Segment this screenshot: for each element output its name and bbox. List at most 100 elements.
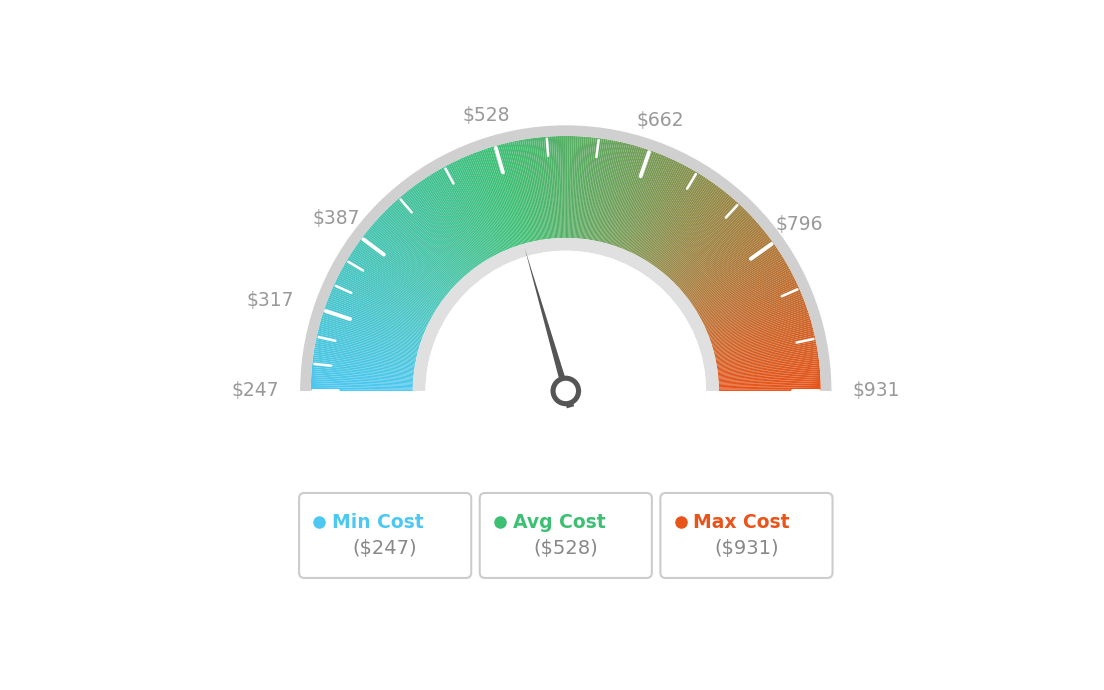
Wedge shape	[317, 335, 416, 359]
Wedge shape	[705, 288, 800, 331]
Wedge shape	[337, 277, 429, 324]
Wedge shape	[518, 140, 539, 241]
Wedge shape	[375, 219, 453, 289]
Wedge shape	[608, 146, 639, 244]
Wedge shape	[348, 257, 435, 312]
Wedge shape	[660, 190, 725, 272]
Wedge shape	[574, 137, 582, 238]
Wedge shape	[594, 141, 616, 241]
Wedge shape	[500, 144, 528, 243]
Wedge shape	[678, 218, 754, 288]
Wedge shape	[614, 149, 648, 246]
Wedge shape	[524, 139, 542, 240]
Wedge shape	[702, 277, 795, 324]
Wedge shape	[631, 161, 678, 253]
Wedge shape	[586, 138, 602, 239]
Wedge shape	[417, 182, 478, 266]
Wedge shape	[619, 152, 658, 248]
Wedge shape	[670, 204, 741, 279]
Wedge shape	[514, 141, 535, 241]
Wedge shape	[692, 248, 778, 306]
Wedge shape	[311, 385, 413, 388]
Wedge shape	[457, 159, 501, 253]
Wedge shape	[694, 253, 782, 309]
Wedge shape	[347, 259, 435, 313]
Wedge shape	[316, 337, 416, 360]
Wedge shape	[361, 238, 444, 300]
Wedge shape	[718, 361, 819, 374]
Wedge shape	[359, 241, 442, 302]
Wedge shape	[633, 162, 680, 254]
Wedge shape	[406, 190, 471, 272]
Wedge shape	[351, 251, 438, 308]
Wedge shape	[360, 239, 443, 301]
Wedge shape	[711, 308, 808, 342]
Wedge shape	[344, 263, 434, 315]
Wedge shape	[316, 341, 416, 362]
Wedge shape	[696, 255, 783, 310]
Wedge shape	[463, 157, 505, 251]
Wedge shape	[649, 177, 705, 263]
Wedge shape	[394, 201, 464, 278]
Wedge shape	[497, 145, 526, 244]
Wedge shape	[705, 286, 799, 329]
Wedge shape	[607, 146, 637, 244]
Wedge shape	[318, 329, 417, 355]
Wedge shape	[331, 288, 426, 331]
Wedge shape	[358, 243, 442, 303]
Wedge shape	[495, 146, 524, 244]
Wedge shape	[314, 355, 414, 371]
Wedge shape	[363, 235, 445, 298]
Wedge shape	[648, 176, 704, 262]
Wedge shape	[644, 171, 698, 260]
Wedge shape	[590, 139, 607, 240]
Wedge shape	[659, 190, 724, 270]
Wedge shape	[317, 333, 416, 357]
Text: Min Cost: Min Cost	[332, 513, 424, 532]
Wedge shape	[433, 172, 487, 261]
Wedge shape	[423, 179, 480, 264]
Wedge shape	[368, 228, 448, 295]
Wedge shape	[311, 381, 413, 386]
Wedge shape	[687, 235, 768, 298]
Wedge shape	[680, 222, 758, 290]
Wedge shape	[624, 155, 664, 250]
Wedge shape	[710, 303, 806, 339]
Wedge shape	[558, 136, 562, 238]
Wedge shape	[413, 186, 475, 268]
Wedge shape	[715, 339, 816, 361]
Wedge shape	[702, 275, 794, 322]
Wedge shape	[300, 126, 831, 391]
Wedge shape	[699, 266, 789, 317]
Wedge shape	[512, 141, 534, 242]
Wedge shape	[311, 383, 413, 387]
Wedge shape	[333, 284, 427, 328]
Wedge shape	[399, 197, 466, 275]
Wedge shape	[385, 209, 458, 283]
Wedge shape	[311, 389, 413, 391]
Wedge shape	[393, 202, 463, 279]
Wedge shape	[380, 215, 455, 286]
Wedge shape	[410, 188, 473, 270]
Wedge shape	[311, 367, 414, 377]
Wedge shape	[312, 365, 414, 377]
Wedge shape	[591, 139, 609, 240]
Wedge shape	[352, 249, 438, 307]
Wedge shape	[626, 156, 667, 250]
Wedge shape	[718, 355, 818, 371]
Wedge shape	[713, 324, 813, 352]
Wedge shape	[686, 233, 767, 297]
Wedge shape	[311, 373, 413, 382]
Wedge shape	[340, 272, 431, 320]
Wedge shape	[659, 188, 722, 270]
Wedge shape	[510, 141, 533, 242]
Wedge shape	[372, 224, 450, 292]
FancyBboxPatch shape	[480, 493, 651, 578]
Wedge shape	[707, 290, 800, 331]
Wedge shape	[474, 152, 512, 248]
Wedge shape	[669, 202, 739, 279]
Text: $247: $247	[231, 382, 279, 400]
Wedge shape	[718, 367, 820, 377]
Text: $317: $317	[246, 290, 294, 310]
Wedge shape	[314, 351, 415, 368]
